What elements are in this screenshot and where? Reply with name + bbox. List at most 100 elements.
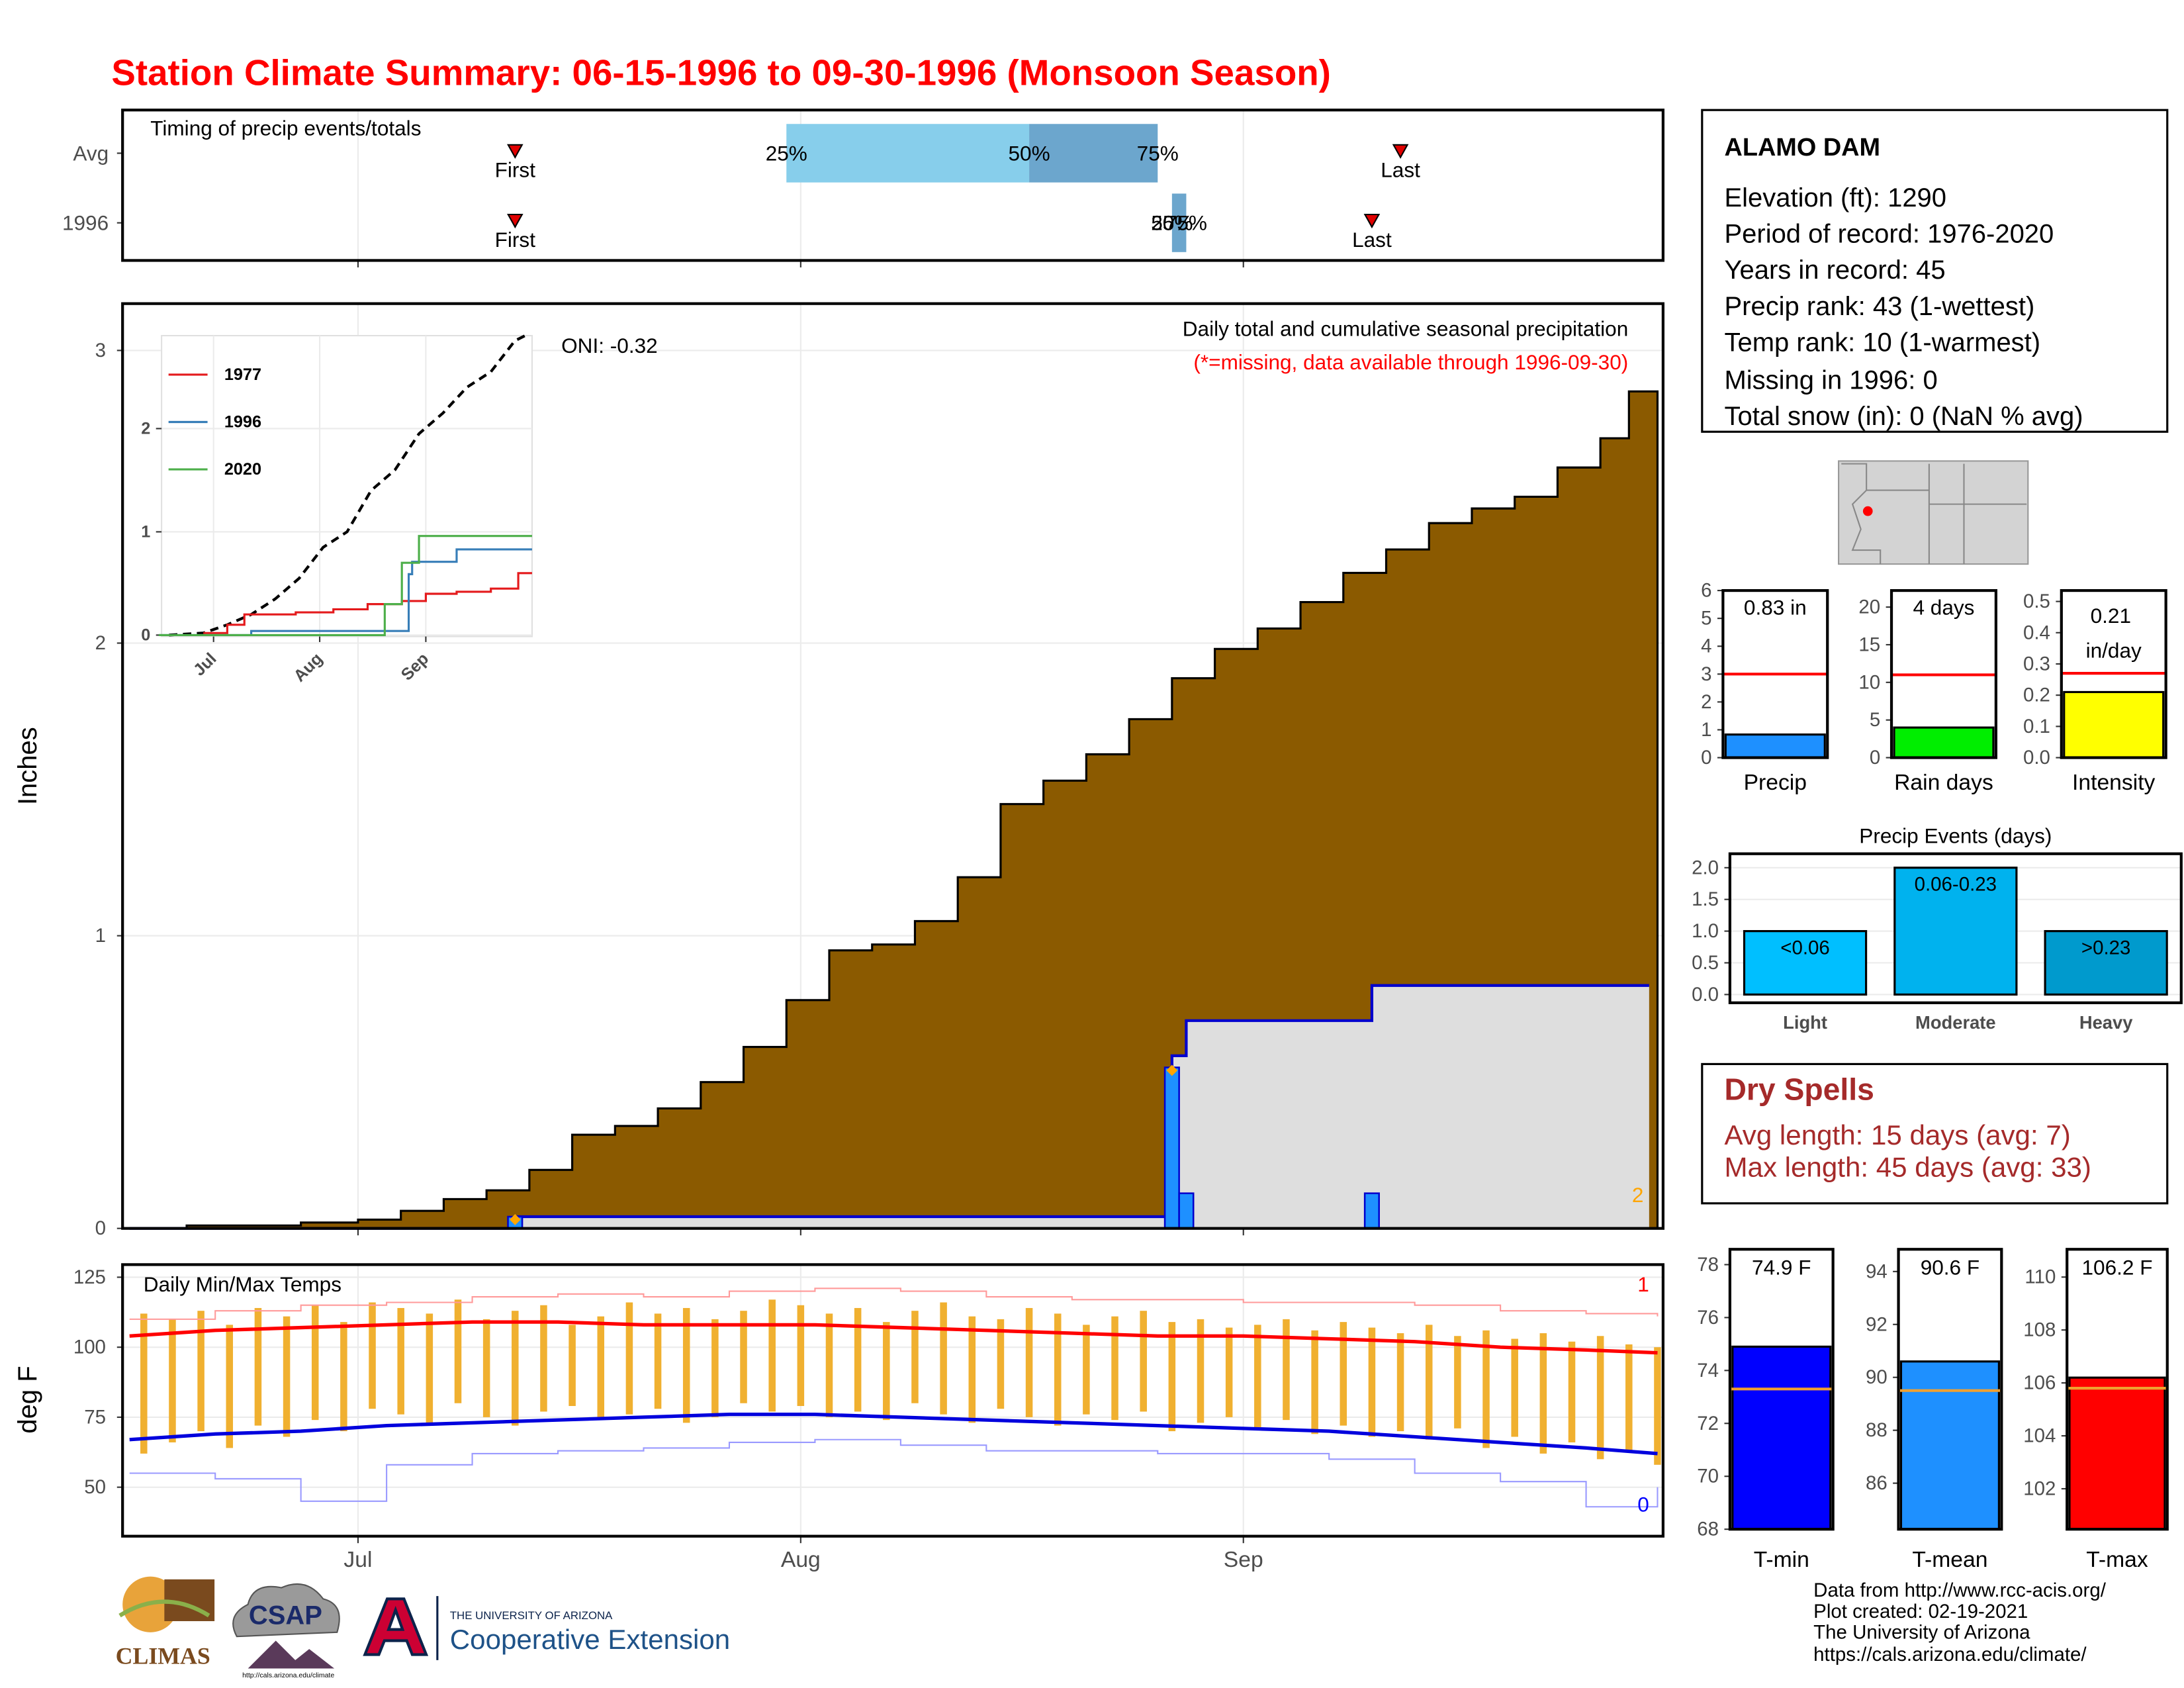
quartile-label: 50%: [1009, 141, 1050, 165]
panel-border: [2060, 588, 2167, 759]
temp-range-bar: [397, 1307, 404, 1415]
credit-line: https://cals.arizona.edu/climate/: [1813, 1644, 2087, 1665]
daily-precip-bar: [1163, 1066, 1180, 1229]
credit-line: Data from http://www.rcc-acis.org/: [1813, 1579, 2107, 1601]
temp-range-bar: [1482, 1330, 1490, 1448]
temp-range-bar: [1168, 1322, 1176, 1432]
y-tick-label: 70: [1697, 1466, 1719, 1487]
chart-title: Daily Min/Max Temps: [144, 1272, 341, 1296]
temp-range-bar: [1511, 1338, 1518, 1437]
value-label: 4 days: [1913, 595, 1974, 619]
temp-range-bar: [740, 1311, 747, 1403]
y-tick-label: 74: [1697, 1360, 1719, 1382]
chart-title: Precip Events (days): [1859, 823, 2052, 847]
temp-range-bar: [1425, 1325, 1433, 1440]
temp-range-bar: [197, 1311, 205, 1432]
x-tick-label: Light: [1783, 1012, 1827, 1033]
event-label: First: [495, 228, 536, 252]
temp-range-bar: [1254, 1325, 1261, 1429]
chart-title: Daily total and cumulative seasonal prec…: [1183, 317, 1628, 341]
bar-label: <0.06: [1780, 937, 1830, 959]
bar: [1893, 726, 1995, 759]
temp-range-bar: [1111, 1316, 1118, 1421]
y-tick-label: 6: [1701, 580, 1711, 602]
temp-range-bar: [1083, 1325, 1090, 1415]
temp-range-bar: [1596, 1336, 1604, 1460]
y-tick-label: 4: [1701, 635, 1711, 657]
temp-range-bar: [968, 1316, 976, 1423]
y-tick-label: 50: [84, 1476, 106, 1498]
temp-range-bar: [169, 1319, 176, 1442]
bar: [2063, 690, 2165, 759]
station-line: Missing in 1996: 0: [1724, 365, 1937, 395]
quartile-label: 75%: [1137, 141, 1179, 165]
event-label: Last: [1381, 158, 1420, 182]
temp-range-bar: [1311, 1330, 1318, 1434]
series-line: [158, 535, 532, 636]
value-label: 0.21 in/day: [2086, 604, 2142, 663]
temp-range-bar: [569, 1325, 576, 1406]
station-name: ALAMO DAM: [1724, 134, 1880, 162]
bar-label: 0.06-0.23: [1915, 874, 1997, 896]
event-label: Last: [1352, 228, 1392, 252]
y-tick-label: 2: [95, 632, 106, 654]
temp-range-bar: [426, 1313, 433, 1423]
chart-subtitle: (*=missing, data available through 1996-…: [1193, 350, 1628, 374]
y-tick-label: 15: [1858, 633, 1880, 655]
temp-range-bar: [1368, 1327, 1376, 1437]
temp-line: [129, 1413, 1658, 1456]
y-tick-label: 20: [1858, 596, 1880, 618]
temp-range-bar: [1054, 1313, 1062, 1426]
x-tick-label: Intensity: [2072, 771, 2156, 795]
temp-line: [129, 1320, 1658, 1355]
temp-range-bar: [911, 1311, 919, 1403]
daily-precip-bar: [1363, 1192, 1380, 1229]
temp-range-bar: [1140, 1311, 1147, 1412]
y-tick-label: 10: [1858, 671, 1880, 693]
station-line: Temp rank: 10 (1-warmest): [1724, 328, 2040, 357]
x-tick-label: Heavy: [2079, 1012, 2133, 1033]
quartile-label: 25%: [1151, 211, 1193, 235]
logo-shape: [248, 1640, 335, 1669]
event-marker: [1392, 144, 1409, 159]
panel-border: [1721, 588, 1829, 759]
logo-text: Cooperative Extension: [450, 1624, 730, 1655]
map-borders: [1841, 463, 2027, 565]
y-tick-label: 102: [2023, 1477, 2056, 1499]
temp-range-bar: [311, 1305, 319, 1421]
y-tick-label: 100: [73, 1336, 106, 1358]
y-axis-label: deg F: [13, 1366, 42, 1433]
event-marker: [506, 144, 523, 159]
event-marker: [1363, 213, 1381, 229]
x-tick-label: Precip: [1744, 771, 1807, 795]
value-label: 90.6 F: [1921, 1256, 1979, 1280]
bar: [1731, 1345, 1832, 1530]
y-tick-label: 104: [2023, 1425, 2056, 1447]
x-tick-label: T-max: [2086, 1548, 2148, 1572]
y-tick-label: 3: [1701, 663, 1711, 685]
y-tick-label: 76: [1697, 1307, 1719, 1329]
temp-line: [129, 1438, 1659, 1508]
dry-spells-box: [1701, 1062, 2169, 1205]
y-tick-label: 88: [1866, 1419, 1888, 1441]
bar: [1743, 930, 1868, 996]
row-label: Avg: [73, 141, 109, 165]
temp-range-bar: [854, 1307, 862, 1412]
quartile-bar: [1171, 193, 1187, 252]
y-tick-label: 1.5: [1692, 888, 1719, 910]
x-tick-label: Moderate: [1915, 1012, 1996, 1033]
value-label: 0.83 in: [1744, 595, 1807, 619]
x-tick-label: Jul: [343, 1548, 372, 1572]
y-tick-label: 1: [95, 925, 106, 947]
legend-label: 1996: [224, 413, 261, 432]
quartile-label: 25%: [766, 141, 807, 165]
panel-border: [1728, 852, 2183, 1004]
credit-line: Plot created: 02-19-2021: [1813, 1601, 2028, 1622]
dry-spells-line: Max length: 45 days (avg: 33): [1724, 1152, 2091, 1183]
dry-spells-title: Dry Spells: [1724, 1072, 1874, 1106]
bar: [1899, 1360, 2000, 1530]
temp-range-bar: [711, 1319, 719, 1417]
temp-range-bar: [825, 1313, 833, 1417]
x-tick-label: Aug: [781, 1548, 821, 1572]
y-tick-label: 5: [1701, 608, 1711, 630]
